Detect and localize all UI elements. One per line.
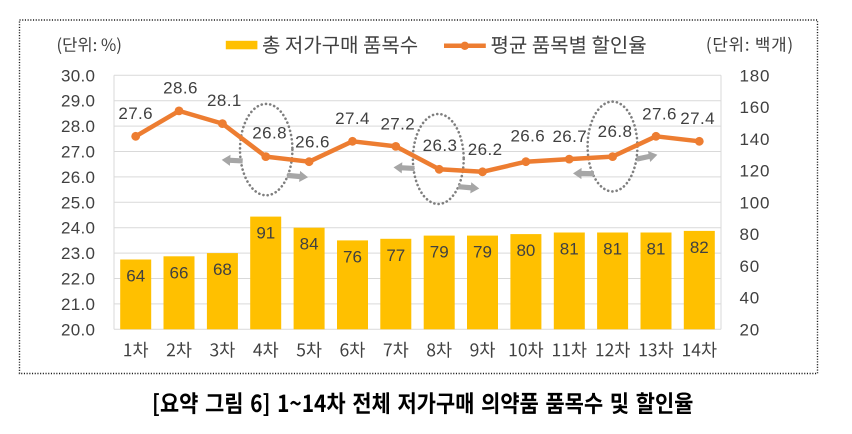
svg-text:140: 140: [740, 130, 771, 149]
svg-text:81: 81: [560, 240, 579, 259]
svg-text:180: 180: [740, 66, 771, 85]
svg-text:81: 81: [603, 240, 622, 259]
svg-text:100: 100: [740, 193, 771, 212]
svg-text:26.6: 26.6: [510, 127, 545, 146]
svg-text:66: 66: [170, 263, 189, 282]
svg-text:20.0: 20.0: [61, 320, 95, 339]
svg-text:77: 77: [386, 246, 405, 265]
svg-text:27.4: 27.4: [680, 109, 715, 128]
svg-text:27.6: 27.6: [642, 104, 677, 123]
svg-text:26.8: 26.8: [252, 124, 287, 143]
svg-text:91: 91: [256, 224, 275, 243]
svg-text:27.0: 27.0: [61, 143, 95, 162]
svg-text:27.2: 27.2: [380, 114, 415, 133]
svg-text:64: 64: [126, 267, 145, 286]
svg-text:22.0: 22.0: [61, 270, 95, 289]
svg-text:27.4: 27.4: [335, 109, 370, 128]
svg-text:30.0: 30.0: [61, 66, 95, 85]
svg-text:23.0: 23.0: [61, 244, 95, 263]
svg-text:40: 40: [740, 289, 761, 308]
svg-text:21.0: 21.0: [61, 295, 95, 314]
svg-text:120: 120: [740, 162, 771, 181]
svg-text:28.6: 28.6: [163, 79, 198, 98]
svg-text:76: 76: [343, 247, 362, 266]
svg-text:81: 81: [647, 240, 666, 259]
svg-text:26.2: 26.2: [468, 140, 503, 159]
svg-text:80: 80: [740, 225, 761, 244]
svg-text:20: 20: [740, 320, 761, 339]
svg-text:60: 60: [740, 257, 761, 276]
svg-text:80: 80: [516, 241, 535, 260]
svg-text:27.6: 27.6: [118, 104, 153, 123]
svg-text:28.0: 28.0: [61, 117, 95, 136]
svg-text:79: 79: [430, 243, 449, 262]
svg-text:24.0: 24.0: [61, 219, 95, 238]
svg-text:26.7: 26.7: [552, 127, 587, 146]
svg-text:26.6: 26.6: [295, 132, 330, 151]
svg-text:26.8: 26.8: [598, 122, 633, 141]
svg-text:28.1: 28.1: [207, 91, 242, 110]
svg-text:82: 82: [690, 238, 709, 257]
svg-text:68: 68: [213, 260, 232, 279]
svg-text:26.0: 26.0: [61, 168, 95, 187]
svg-text:25.0: 25.0: [61, 193, 95, 212]
svg-text:84: 84: [300, 235, 319, 254]
svg-text:29.0: 29.0: [61, 92, 95, 111]
svg-text:79: 79: [473, 243, 492, 262]
svg-text:26.3: 26.3: [423, 136, 458, 155]
svg-text:160: 160: [740, 98, 771, 117]
